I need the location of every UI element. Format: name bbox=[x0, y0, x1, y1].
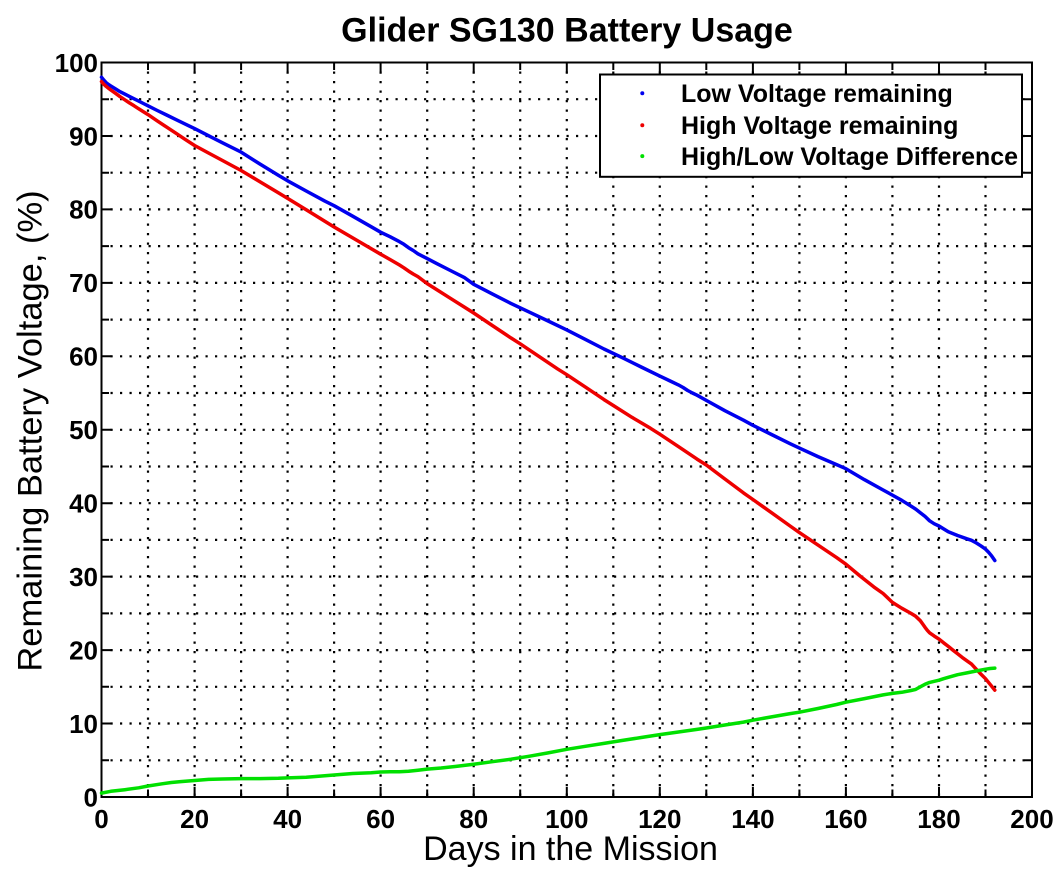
svg-text:90: 90 bbox=[69, 121, 98, 151]
svg-text:Low Voltage remaining: Low Voltage remaining bbox=[681, 80, 953, 108]
svg-text:40: 40 bbox=[69, 489, 98, 519]
svg-text:0: 0 bbox=[84, 782, 98, 812]
svg-text:80: 80 bbox=[69, 195, 98, 225]
svg-text:60: 60 bbox=[366, 804, 395, 834]
svg-text:70: 70 bbox=[69, 268, 98, 298]
svg-text:100: 100 bbox=[55, 48, 98, 78]
svg-text:10: 10 bbox=[69, 709, 98, 739]
svg-text:60: 60 bbox=[69, 342, 98, 372]
svg-text:0: 0 bbox=[94, 804, 108, 834]
svg-text:140: 140 bbox=[731, 804, 774, 834]
svg-text:30: 30 bbox=[69, 562, 98, 592]
svg-text:120: 120 bbox=[638, 804, 681, 834]
svg-text:200: 200 bbox=[1010, 804, 1053, 834]
svg-text:50: 50 bbox=[69, 415, 98, 445]
svg-text:Days in the Mission: Days in the Mission bbox=[423, 830, 718, 868]
svg-text:80: 80 bbox=[459, 804, 488, 834]
svg-text:High/Low Voltage Difference: High/Low Voltage Difference bbox=[681, 143, 1018, 171]
svg-text:100: 100 bbox=[545, 804, 588, 834]
svg-text:Glider SG130 Battery Usage: Glider SG130 Battery Usage bbox=[341, 12, 793, 50]
svg-text:Remaining Battery Voltage, (%): Remaining Battery Voltage, (%) bbox=[12, 190, 50, 671]
svg-text:180: 180 bbox=[917, 804, 960, 834]
svg-text:20: 20 bbox=[180, 804, 209, 834]
svg-text:20: 20 bbox=[69, 635, 98, 665]
svg-text:160: 160 bbox=[824, 804, 867, 834]
svg-text:40: 40 bbox=[273, 804, 302, 834]
svg-text:High Voltage remaining: High Voltage remaining bbox=[681, 112, 958, 140]
